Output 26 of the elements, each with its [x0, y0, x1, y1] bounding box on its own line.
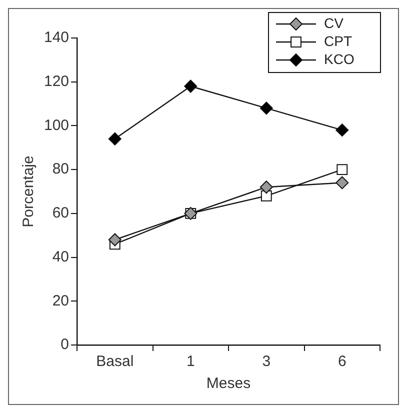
point [108, 233, 122, 246]
y-tick-label: 100 [44, 116, 70, 134]
y-tick-label: 80 [52, 160, 70, 178]
x-tick-label: 6 [338, 353, 346, 370]
x-axis-title: Meses [206, 375, 251, 392]
point [260, 190, 272, 202]
point [336, 164, 348, 176]
y-axis-title: Porcentaje [20, 156, 38, 228]
x-tick-label: 1 [186, 353, 195, 370]
point [184, 80, 198, 93]
y-tick-label: 120 [44, 73, 70, 90]
point [108, 132, 122, 146]
point [336, 124, 349, 137]
y-tick-label: 140 [44, 29, 70, 46]
y-tick-label: 0 [60, 336, 70, 354]
x-tick-label: Basal [96, 353, 134, 370]
point [260, 102, 273, 115]
y-tick-label: 60 [52, 204, 70, 222]
y-tick-label: 20 [52, 292, 70, 310]
point [336, 176, 349, 190]
legend-label: KCO [324, 50, 354, 67]
x-tick-label: 3 [262, 353, 271, 370]
legend-label: CPT [324, 32, 352, 49]
point [260, 180, 273, 194]
y-tick-label: 40 [52, 248, 70, 266]
legend-label: CV [324, 14, 344, 31]
